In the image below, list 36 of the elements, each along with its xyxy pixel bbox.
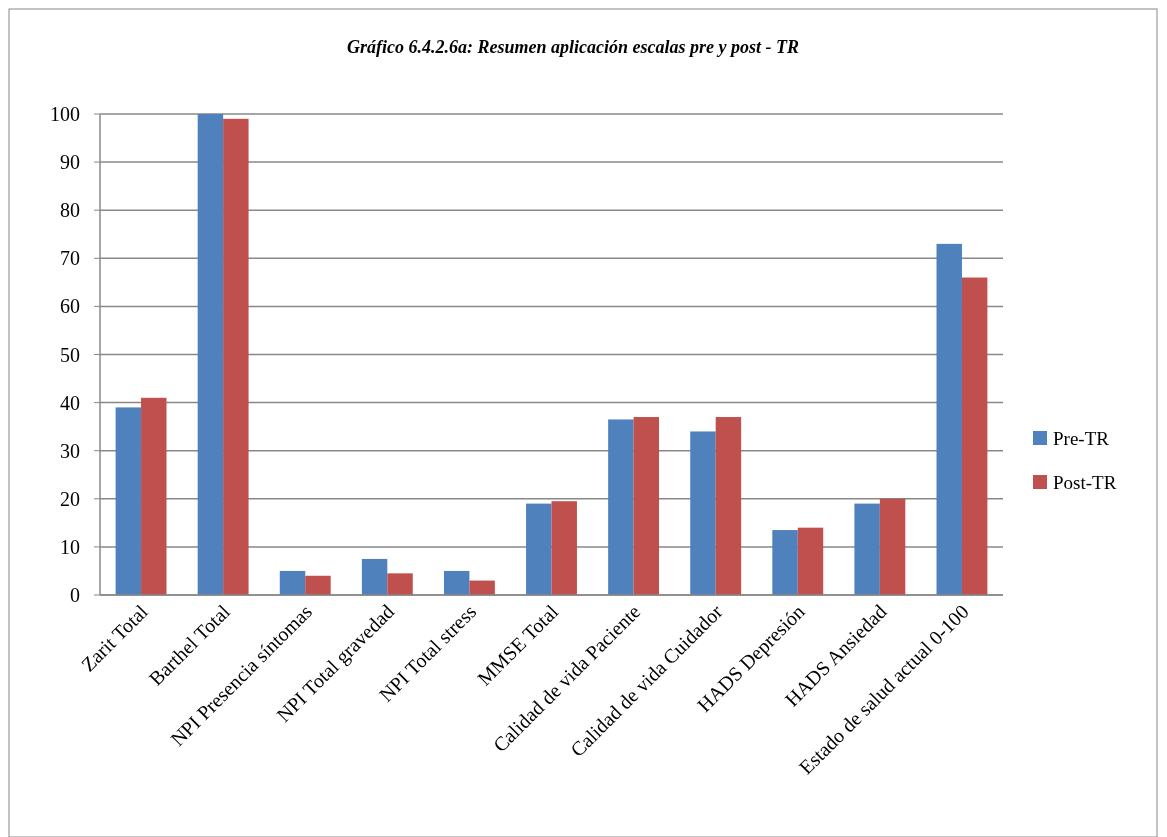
bar [469,580,495,595]
legend-label: Pre-TR [1053,427,1110,449]
y-tick-label: 20 [60,487,80,510]
bar [936,243,962,595]
y-tick-label: 30 [60,439,80,462]
bar [772,530,798,595]
bar [526,503,552,595]
bar [633,417,660,595]
y-tick-label: 80 [60,199,80,222]
bar [141,397,167,595]
bar [443,570,470,595]
bar [223,118,249,595]
y-tick-label: 0 [70,584,80,606]
bar [961,277,988,595]
bar [387,573,413,595]
bar [115,407,142,595]
bar [197,114,224,595]
bar [551,501,577,595]
legend-label: Post-TR [1053,471,1117,493]
bar [690,431,716,595]
y-tick-label: 50 [60,343,80,366]
bar [361,558,388,595]
y-tick-label: 10 [60,535,80,558]
chart-title: Gráfico 6.4.2.6a: Resumen aplicación escalas pre y post - TR [347,37,799,57]
bar [608,419,634,595]
bar [305,575,331,595]
bar [879,498,906,595]
bar [854,503,880,595]
y-tick-label: 40 [60,391,80,414]
y-tick-label: 90 [60,151,80,174]
bar [715,417,742,595]
y-tick-label: 100 [50,103,80,125]
bar [279,570,306,595]
y-tick-label: 70 [60,247,80,270]
bar [797,527,824,595]
y-tick-label: 60 [60,295,80,318]
